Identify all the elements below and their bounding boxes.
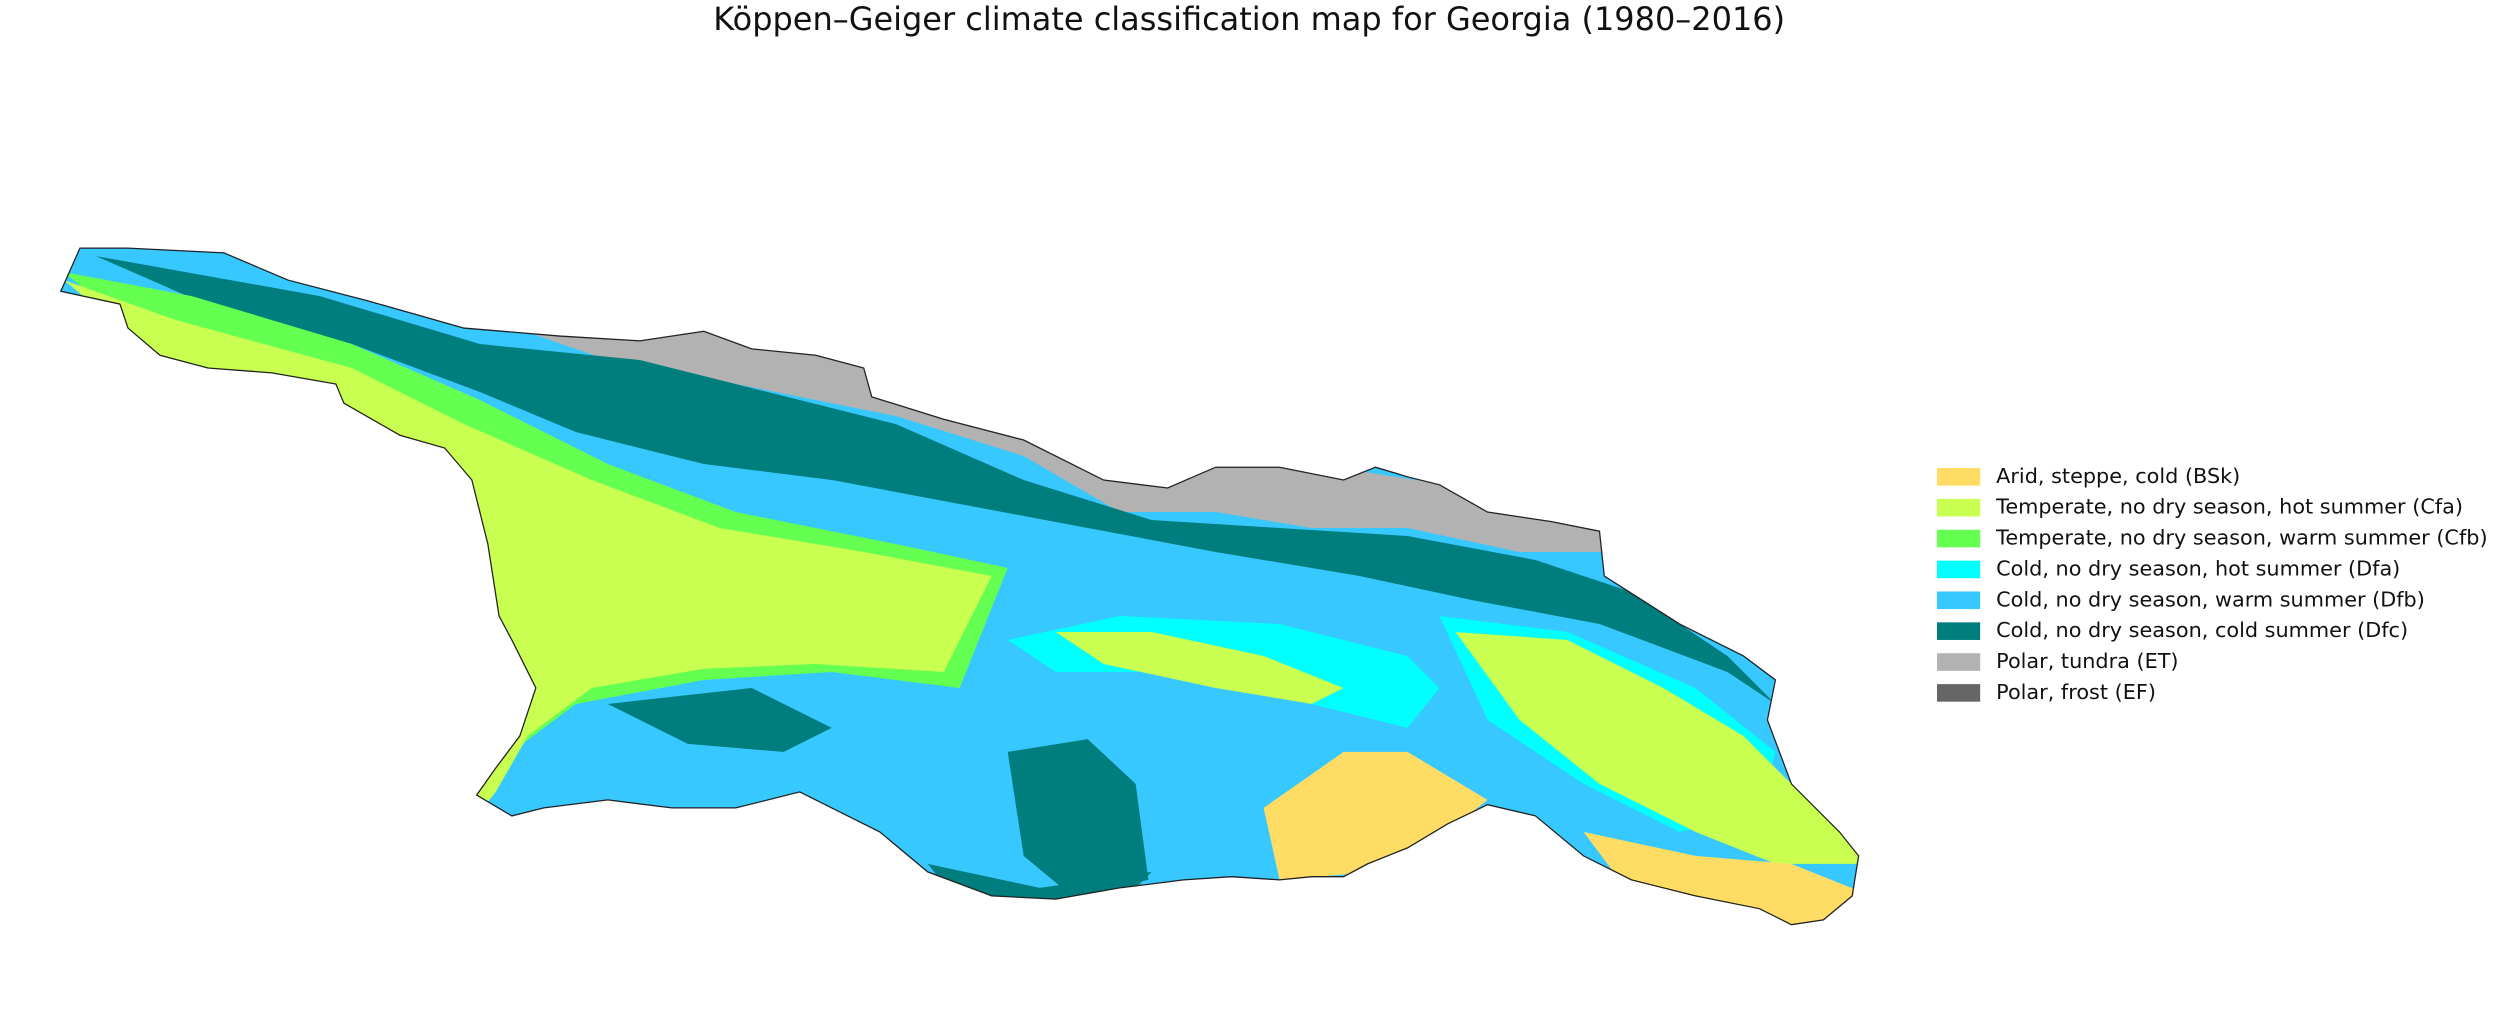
legend-label: Cold, no dry season, hot summer (Dfa) — [1996, 556, 2400, 580]
legend-swatch — [1936, 468, 1981, 486]
region-cfa-east — [1455, 631, 1859, 864]
region-dfc-southwest — [607, 687, 832, 752]
legend-label: Temperate, no dry season, warm summer (C… — [1995, 526, 2487, 550]
region-cfa-central — [1055, 631, 1344, 704]
legend-label: Polar, tundra (ET) — [1996, 649, 2178, 673]
legend-label: Cold, no dry season, warm summer (Dfb) — [1996, 587, 2425, 611]
region-bsk-east — [1583, 831, 1859, 925]
region-dfc-north — [95, 256, 1776, 704]
legend-label: Temperate, no dry season, hot summer (Cf… — [1995, 495, 2463, 519]
legend-swatch — [1936, 591, 1981, 610]
legend-swatch — [1936, 684, 1981, 702]
region-cfa-west — [63, 280, 992, 832]
legend-swatch — [1936, 622, 1981, 640]
legend: Arid, steppe, cold (BSk) Temperate, no dr… — [1936, 464, 2488, 704]
region-bsk-south — [1263, 751, 1488, 880]
region-dfc-south — [1007, 739, 1149, 896]
legend-label: Polar, frost (EF) — [1996, 680, 2156, 704]
legend-swatch — [1936, 498, 1981, 517]
legend-label: Arid, steppe, cold (BSk) — [1996, 464, 2240, 488]
legend-swatch — [1936, 560, 1981, 579]
legend-label: Cold, no dry season, cold summer (Dfc) — [1996, 618, 2408, 642]
legend-swatch — [1936, 529, 1981, 548]
legend-swatch — [1936, 653, 1981, 671]
map-title: Köppen–Geiger climate classification map… — [713, 0, 1785, 38]
